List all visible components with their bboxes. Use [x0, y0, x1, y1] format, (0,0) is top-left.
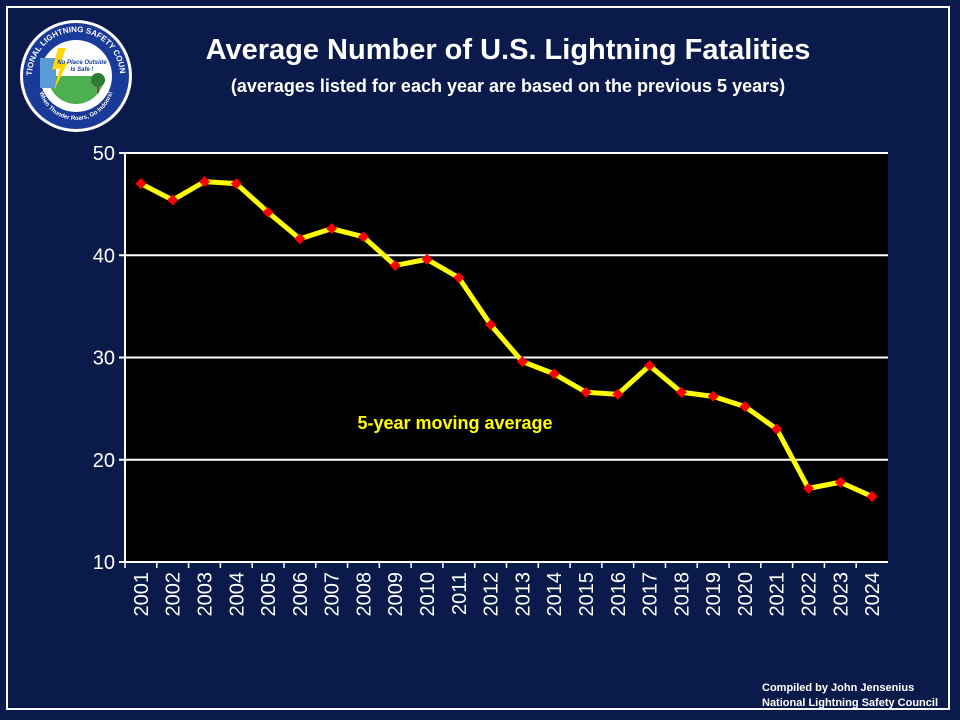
data-point [198, 176, 210, 188]
data-point [644, 360, 656, 372]
x-tick-label: 2001 [131, 572, 153, 617]
x-tick-label: 2015 [576, 572, 598, 617]
data-point [612, 388, 624, 400]
data-point [326, 223, 338, 235]
x-tick-label: 2008 [353, 572, 375, 617]
chart-title: Average Number of U.S. Lightning Fatalit… [205, 34, 811, 66]
x-tick-label: 2006 [290, 572, 312, 617]
data-point [707, 390, 719, 402]
logo-slogan-2: Is Safe ! [70, 67, 93, 73]
data-point [866, 491, 878, 503]
data-point [485, 319, 497, 331]
data-point [548, 368, 560, 380]
x-tick-label: 2002 [163, 572, 185, 617]
data-point [135, 178, 147, 190]
x-tick-label: 2021 [767, 572, 789, 617]
slide-frame [6, 6, 950, 710]
data-point [294, 233, 306, 245]
x-tick-label: 2017 [640, 572, 662, 617]
data-point [167, 194, 179, 206]
x-tick-label: 2005 [258, 572, 280, 617]
data-point [771, 423, 783, 435]
data-point [739, 401, 751, 413]
x-tick-label: 2016 [608, 572, 630, 617]
data-point [803, 482, 815, 494]
data-point [516, 356, 528, 368]
x-tick-label: 2014 [544, 572, 566, 617]
x-tick-label: 2003 [194, 572, 216, 617]
data-point [834, 476, 846, 488]
x-tick-label: 2024 [862, 572, 884, 617]
credit-block: Compiled by John Jensenius National Ligh… [762, 681, 938, 711]
data-point [357, 231, 369, 243]
data-point [675, 386, 687, 398]
x-tick-label: 2011 [449, 572, 471, 615]
y-tick-label: 10 [93, 552, 115, 574]
y-tick-label: 20 [93, 450, 115, 472]
x-tick-label: 2012 [481, 572, 503, 617]
data-point [421, 253, 433, 265]
data-point [580, 386, 592, 398]
data-point [453, 272, 465, 284]
x-tick-label: 2022 [799, 572, 821, 617]
x-tick-label: 2023 [830, 572, 852, 617]
y-tick-label: 50 [93, 143, 115, 165]
series-annotation: 5-year moving average [357, 413, 552, 433]
x-tick-label: 2007 [322, 572, 344, 617]
x-tick-label: 2004 [226, 572, 248, 617]
y-tick-label: 40 [93, 245, 115, 267]
series-line [138, 179, 875, 500]
x-tick-label: 2019 [703, 572, 725, 617]
data-point [262, 206, 274, 218]
data-point [389, 259, 401, 271]
logo-slogan-1: No Place Outside [57, 60, 107, 66]
x-tick-label: 2013 [512, 572, 534, 617]
nlsc-logo: NATIONAL LIGHTNING SAFETY COUNCIL No Pla… [18, 18, 132, 132]
credit-line-2: National Lightning Safety Council [762, 697, 938, 709]
credit-line-1: Compiled by John Jensenius [762, 682, 915, 694]
y-tick-label: 30 [93, 348, 115, 370]
x-tick-label: 2020 [735, 572, 757, 617]
x-tick-label: 2009 [385, 572, 407, 617]
data-point [230, 178, 242, 190]
x-tick-label: 2010 [417, 572, 439, 617]
chart-subtitle: (averages listed for each year are based… [230, 76, 786, 96]
x-tick-label: 2018 [671, 572, 693, 617]
